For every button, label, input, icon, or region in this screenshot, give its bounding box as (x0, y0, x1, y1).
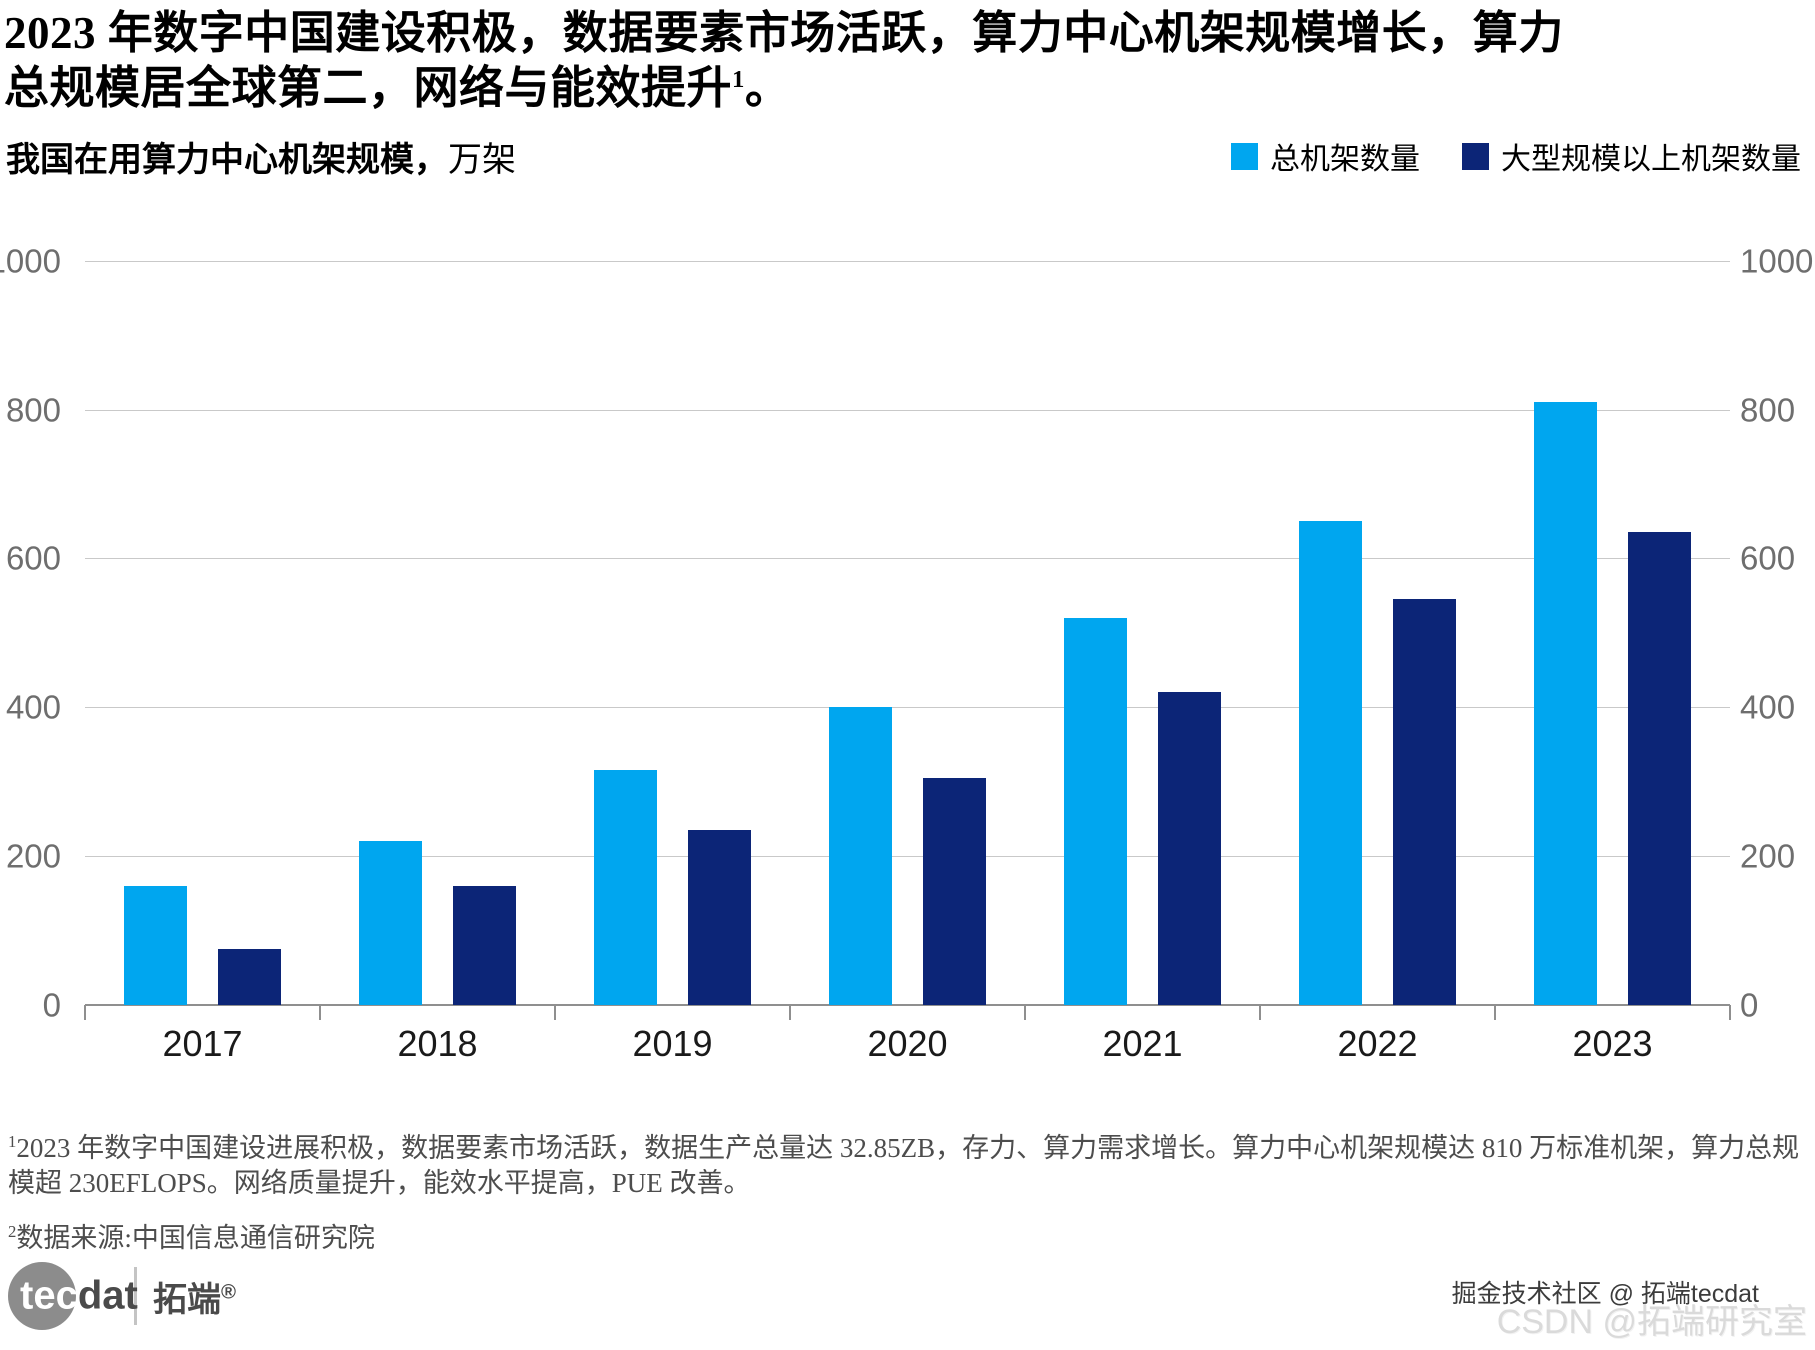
y-tick-label-right-800: 800 (1740, 391, 1796, 429)
y-tick-label-left-0: 0 (42, 986, 61, 1024)
gridline-1000 (85, 260, 1730, 262)
bar-2018-large-racks (453, 885, 516, 1005)
logo-text-tec: tec (20, 1273, 78, 1318)
y-axis-left: 0 200 400 600 800 1000 (0, 244, 85, 1021)
footnote-2-source: 2数据来源:中国信息通信研究院 (8, 1216, 1807, 1255)
bar-2020-large-racks (923, 777, 986, 1005)
y-tick-label-left-1000: 1000 (0, 242, 61, 280)
logo-text-dat: dat (77, 1273, 138, 1318)
bar-2017-total-racks (124, 885, 187, 1005)
bar-2021-total-racks (1064, 617, 1127, 1005)
bar-2022-large-racks (1393, 599, 1456, 1005)
bar-group-2023 (1495, 261, 1730, 1005)
footnote-2-text: 数据来源:中国信息通信研究院 (16, 1223, 375, 1254)
footnote-1: 12023 年数字中国建设进展积极，数据要素市场活跃，数据生产总量达 32.85… (8, 1131, 1807, 1202)
legend: 总机架数量 大型规模以上机架数量 (1231, 134, 1801, 178)
x-tick-label-2017: 2017 (162, 1022, 243, 1064)
csdn-watermark: CSDN @拓端研究室 (1496, 1303, 1807, 1341)
registered-trademark-icon: ® (221, 1281, 237, 1304)
x-tick-label-2021: 2021 (1102, 1022, 1183, 1064)
x-axis-ticks (84, 1004, 1731, 1021)
bar-groups (85, 261, 1730, 1005)
y-tick-label-right-400: 400 (1740, 688, 1796, 726)
y-tick-label-left-400: 400 (5, 688, 61, 726)
legend-item-large-racks: 大型规模以上机架数量 (1462, 134, 1801, 178)
y-tick-label-left-800: 800 (5, 391, 61, 429)
bar-2020-total-racks (829, 707, 892, 1005)
bar-2019-large-racks (688, 829, 751, 1005)
bar-2023-large-racks (1628, 532, 1691, 1005)
bar-2021-large-racks (1158, 692, 1221, 1005)
bar-group-2022 (1260, 261, 1495, 1005)
logo-brand-name: 拓端® (153, 1280, 237, 1319)
page-title-text: 2023 年数字中国建设积极，数据要素市场活跃，算力中心机架规模增长，算力总规模… (4, 8, 1564, 113)
chart-subtitle-unit: 万架 (448, 141, 516, 179)
page-title-period: 。 (744, 62, 791, 113)
page-title-superscript: 1 (732, 65, 745, 93)
x-tick-label-2019: 2019 (632, 1022, 713, 1064)
gridline-800 (85, 409, 1730, 411)
plot-area (85, 260, 1730, 1006)
x-axis-tick (84, 1004, 86, 1020)
chart-header: 我国在用算力中心机架规模，万架 总机架数量 大型规模以上机架数量 (6, 132, 1801, 181)
credit-text: 掘金技术社区 @ 拓端tecdat (1451, 1280, 1759, 1308)
x-tick-label-2023: 2023 (1572, 1022, 1653, 1064)
legend-swatch-light-blue-icon (1231, 142, 1258, 170)
legend-label-total-racks: 总机架数量 (1270, 143, 1420, 177)
chart-subtitle: 我国在用算力中心机架规模，万架 (6, 132, 516, 181)
tecdat-logo: tecdat 拓端® (8, 1262, 236, 1330)
bar-2022-total-racks (1299, 521, 1362, 1005)
footnote-1-marker: 1 (8, 1131, 17, 1151)
x-axis-tick (789, 1004, 791, 1020)
bar-group-2017 (85, 261, 320, 1005)
gridline-600 (85, 558, 1730, 560)
chart-subtitle-label: 我国在用算力中心机架规模， (6, 141, 448, 179)
y-tick-label-left-200: 200 (5, 837, 61, 875)
y-tick-label-right-0: 0 (1740, 986, 1759, 1024)
x-tick-label-2018: 2018 (397, 1022, 478, 1064)
bar-2017-large-racks (218, 948, 281, 1005)
y-tick-label-right-1000: 1000 (1740, 242, 1814, 280)
bar-2023-total-racks (1534, 402, 1597, 1005)
footer: tecdat 拓端® 掘金技术社区 @ 拓端tecdat CSDN @拓端研究室 (8, 1256, 1807, 1342)
x-axis-tick (1259, 1004, 1261, 1020)
bar-2018-total-racks (359, 841, 422, 1005)
x-axis-line (85, 1003, 1730, 1006)
y-axis-right: 0 200 400 600 800 1000 (1730, 244, 1815, 1021)
y-tick-label-left-600: 600 (5, 539, 61, 577)
x-axis-tick (554, 1004, 556, 1020)
gridline-200 (85, 855, 1730, 857)
tecdat-logo-circle-icon: tecdat (8, 1262, 138, 1330)
logo-divider (134, 1267, 137, 1325)
bar-group-2018 (320, 261, 555, 1005)
bar-group-2021 (1025, 261, 1260, 1005)
x-axis-tick (1024, 1004, 1026, 1020)
x-axis-labels: 2017 2018 2019 2020 2021 2022 2023 (85, 1023, 1730, 1065)
footnote-2-marker: 2 (8, 1222, 17, 1242)
bar-chart: 0 200 400 600 800 1000 0 200 400 600 800 1000 2017… (0, 244, 1815, 1065)
legend-label-large-racks: 大型规模以上机架数量 (1501, 143, 1801, 177)
bar-2019-total-racks (594, 770, 657, 1005)
x-axis-tick (1494, 1004, 1496, 1020)
x-tick-label-2022: 2022 (1337, 1022, 1418, 1064)
legend-swatch-dark-blue-icon (1462, 142, 1489, 170)
x-axis-tick (1729, 1004, 1731, 1020)
x-tick-label-2020: 2020 (867, 1022, 948, 1064)
bar-group-2019 (555, 261, 790, 1005)
y-tick-label-right-200: 200 (1740, 837, 1796, 875)
y-tick-label-right-600: 600 (1740, 539, 1796, 577)
x-axis-tick (319, 1004, 321, 1020)
footnote-1-text: 2023 年数字中国建设进展积极，数据要素市场活跃，数据生产总量达 32.85Z… (8, 1132, 1800, 1199)
page-title: 2023 年数字中国建设积极，数据要素市场活跃，算力中心机架规模增长，算力总规模… (4, 6, 1579, 116)
gridline-400 (85, 707, 1730, 709)
legend-item-total-racks: 总机架数量 (1231, 134, 1420, 178)
bar-group-2020 (790, 261, 1025, 1005)
